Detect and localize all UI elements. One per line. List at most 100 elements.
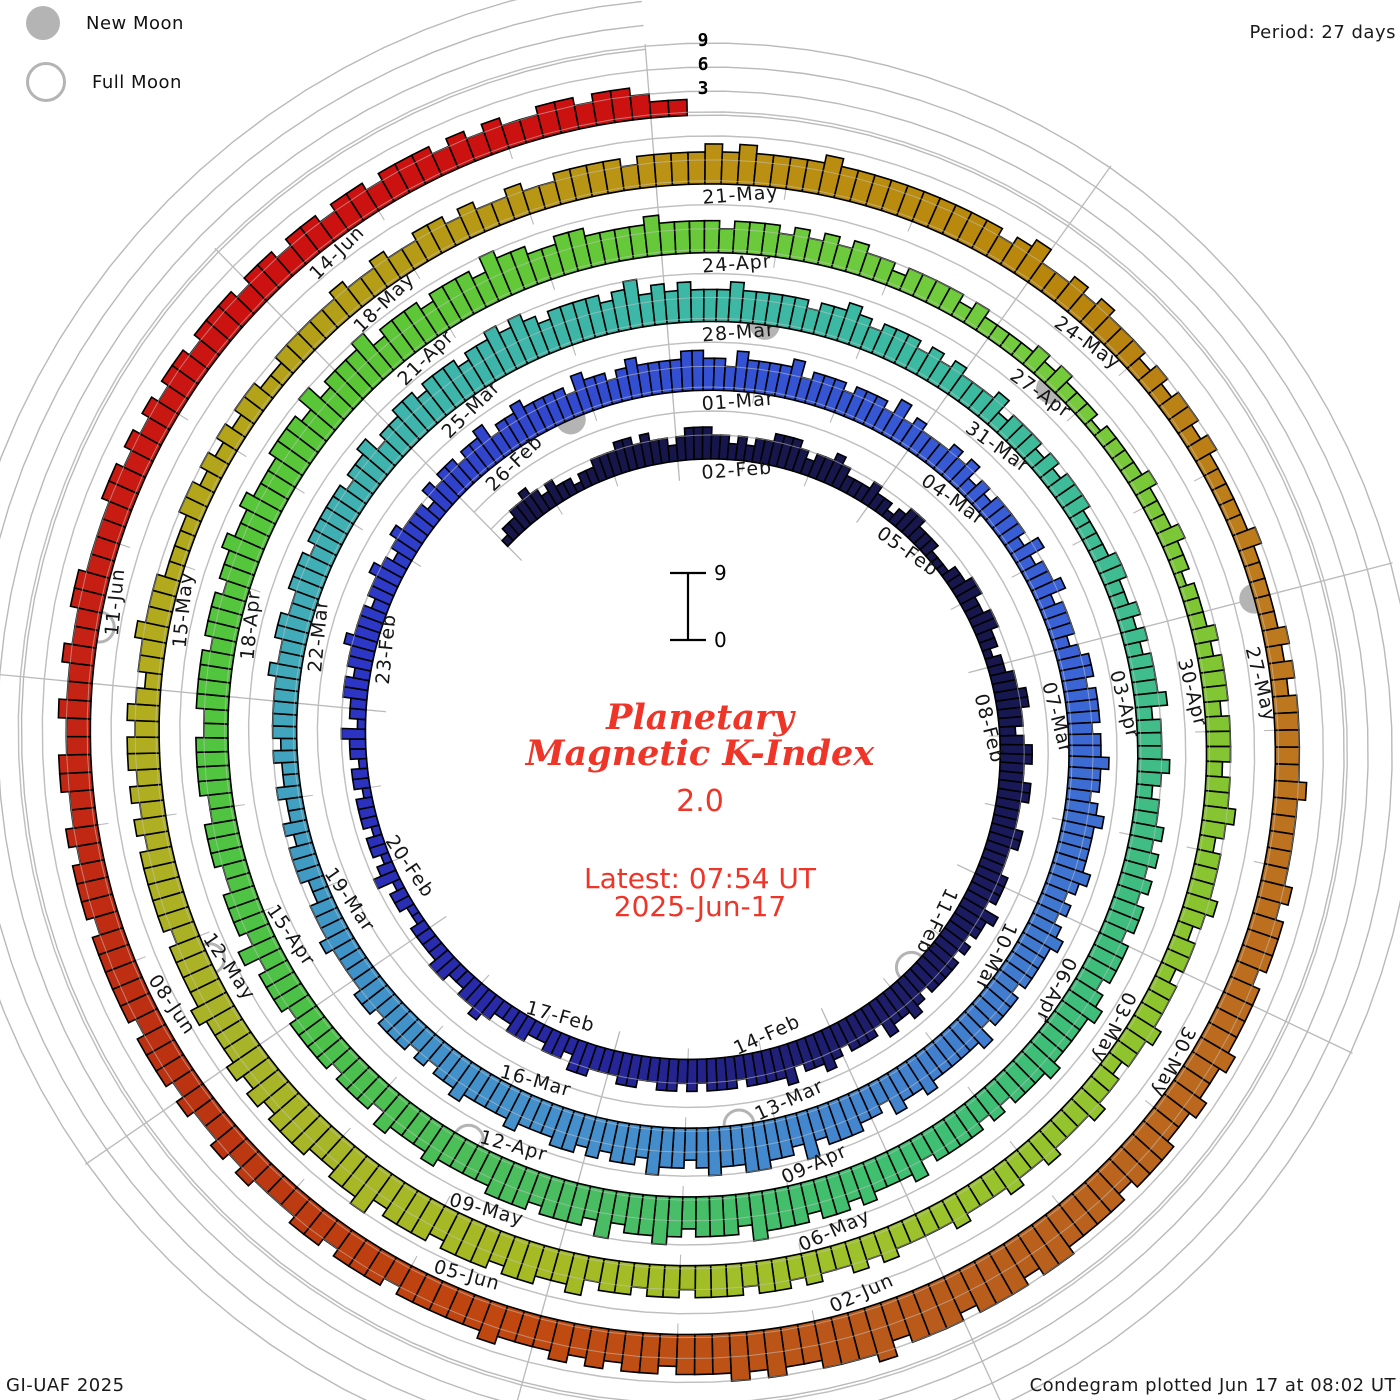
k-bar bbox=[1167, 553, 1191, 576]
k-bar bbox=[788, 296, 810, 333]
k-bar bbox=[687, 151, 707, 186]
k-bar bbox=[614, 1051, 634, 1087]
k-bar bbox=[680, 1196, 697, 1230]
k-bar bbox=[1162, 1078, 1208, 1120]
credit-label: GI-UAF 2025 bbox=[6, 1375, 125, 1396]
period-label: Period: 27 days bbox=[1249, 22, 1396, 43]
k-bar bbox=[299, 214, 336, 254]
k-bar bbox=[1235, 943, 1274, 974]
k-bar bbox=[683, 1127, 698, 1162]
k-bar bbox=[593, 372, 614, 409]
k-bar bbox=[822, 452, 848, 487]
k-bar bbox=[904, 1053, 939, 1096]
k-bar bbox=[991, 1158, 1025, 1196]
k-bar bbox=[844, 239, 871, 277]
k-bar bbox=[296, 551, 333, 579]
k-bar bbox=[861, 394, 889, 431]
k-bar bbox=[189, 990, 236, 1027]
k-bar bbox=[279, 737, 298, 752]
k-bar bbox=[940, 1191, 972, 1230]
k-bar bbox=[872, 1225, 901, 1264]
k-bar bbox=[1030, 576, 1067, 602]
k-bar bbox=[996, 787, 1031, 804]
k-bar bbox=[355, 437, 397, 477]
new-moon-icon bbox=[26, 6, 60, 40]
scale-min-label: 0 bbox=[714, 628, 727, 652]
k-bar bbox=[936, 359, 968, 396]
k-bar bbox=[638, 432, 655, 468]
k-bar bbox=[948, 458, 981, 491]
k-scale-glyph: 90 bbox=[670, 561, 727, 652]
k-axis-tick-label: 3 bbox=[698, 78, 709, 99]
k-bar bbox=[867, 996, 900, 1039]
k-bar bbox=[1053, 275, 1090, 313]
k-bar bbox=[348, 747, 368, 761]
k-bar bbox=[893, 333, 923, 370]
k-bar bbox=[689, 288, 705, 323]
k-bar bbox=[649, 282, 668, 326]
k-bar bbox=[381, 1181, 420, 1226]
k-bar bbox=[332, 1228, 368, 1268]
k-bar bbox=[565, 1038, 589, 1074]
k-bar bbox=[328, 280, 364, 319]
k-bar bbox=[500, 1235, 531, 1280]
k-bar bbox=[288, 1197, 325, 1236]
k-bar bbox=[355, 795, 375, 811]
k-bar bbox=[567, 227, 593, 272]
k-bar bbox=[58, 771, 94, 794]
grid-arcs-overlay bbox=[17, 43, 1348, 1400]
date-label: 01-Mar bbox=[701, 388, 775, 416]
k-bar bbox=[1048, 861, 1092, 888]
k-bar bbox=[976, 390, 1011, 426]
k-bar bbox=[1021, 921, 1065, 954]
k-bar bbox=[502, 1089, 533, 1133]
k-bar bbox=[696, 1058, 708, 1085]
k-bar bbox=[225, 1043, 271, 1082]
k-bar bbox=[353, 974, 389, 1006]
k-bar bbox=[783, 437, 804, 472]
k-bar bbox=[1020, 1040, 1062, 1080]
k-bar bbox=[71, 858, 109, 885]
k-bar bbox=[1074, 402, 1099, 426]
k-bar bbox=[812, 1029, 838, 1073]
k-bar bbox=[608, 1120, 631, 1164]
k-bar bbox=[694, 1195, 711, 1238]
k-bar bbox=[368, 250, 402, 289]
k-bar bbox=[561, 477, 579, 498]
k-bar bbox=[209, 1123, 249, 1161]
date-label: 28-Mar bbox=[701, 319, 775, 347]
k-bar bbox=[517, 486, 545, 521]
plot-timestamp-label: Condegram plotted Jun 17 at 08:02 UT bbox=[1029, 1375, 1396, 1396]
k-bar bbox=[432, 1047, 464, 1082]
k-bar bbox=[721, 1193, 740, 1237]
k-bar bbox=[419, 1124, 456, 1168]
k-bar bbox=[889, 979, 924, 1020]
k-bar bbox=[348, 738, 367, 750]
k-bar bbox=[196, 764, 232, 783]
k-bar bbox=[620, 436, 639, 472]
k-bar bbox=[195, 736, 230, 754]
k-bar bbox=[466, 988, 498, 1021]
k-bar bbox=[1181, 891, 1219, 919]
k-bar bbox=[365, 833, 386, 850]
k-bar bbox=[126, 736, 161, 755]
full-moon-icon bbox=[26, 62, 66, 102]
k-bar bbox=[1078, 297, 1116, 335]
k-bar bbox=[256, 250, 294, 290]
k-bar bbox=[509, 245, 539, 291]
legend-new-moon: New Moon bbox=[26, 6, 184, 40]
k-bar bbox=[812, 1174, 838, 1220]
k-bar bbox=[1133, 690, 1169, 709]
k-bar bbox=[652, 152, 674, 188]
k-bar bbox=[874, 497, 894, 517]
k-bar bbox=[679, 349, 694, 393]
new-moon-label: New Moon bbox=[86, 12, 184, 34]
k-bar bbox=[280, 761, 300, 776]
k-bar bbox=[447, 1060, 483, 1103]
k-bar bbox=[908, 961, 940, 994]
k-bar bbox=[444, 130, 477, 170]
k-bar bbox=[234, 1149, 273, 1187]
k-bar bbox=[343, 631, 379, 653]
k-bar bbox=[267, 1091, 311, 1133]
